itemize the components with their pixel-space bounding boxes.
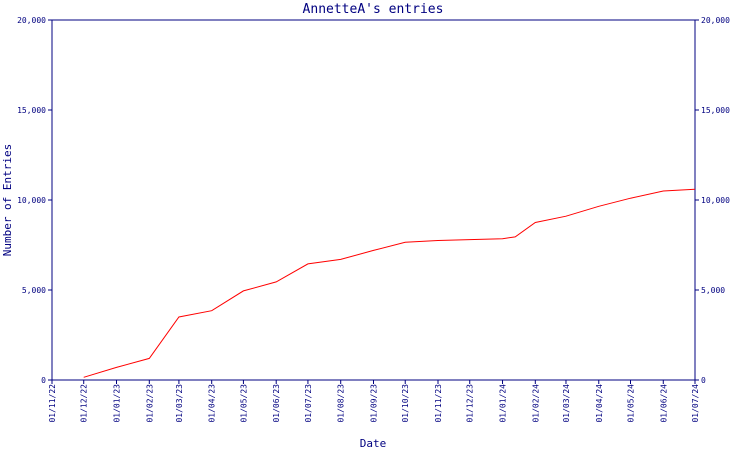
x-tick-label: 01/06/23 bbox=[272, 384, 281, 423]
y-axis-left: 0 5,000 10,000 15,000 20,000 bbox=[17, 16, 52, 385]
x-tick-label: 01/02/23 bbox=[145, 384, 154, 423]
x-tick-label: 01/10/23 bbox=[401, 384, 410, 423]
x-tick-label: 01/05/24 bbox=[626, 384, 635, 423]
x-tick-label: 01/02/24 bbox=[531, 384, 540, 423]
x-tick-label: 01/03/23 bbox=[175, 384, 184, 423]
x-tick-label: 01/04/23 bbox=[208, 384, 217, 423]
y-right-tick-label: 5,000 bbox=[701, 286, 725, 295]
y-axis-title: Number of Entries bbox=[1, 144, 14, 257]
y-left-tick-label: 5,000 bbox=[22, 286, 46, 295]
x-tick-label: 01/03/24 bbox=[562, 384, 571, 423]
series-layer bbox=[83, 188, 696, 378]
x-tick-label: 01/01/24 bbox=[499, 384, 508, 423]
x-tick-label: 01/07/24 bbox=[691, 384, 700, 423]
y-left-tick-label: 0 bbox=[41, 376, 46, 385]
y-right-tick-label: 10,000 bbox=[701, 196, 730, 205]
x-axis-title: Date bbox=[360, 437, 387, 450]
x-tick-label: 01/01/23 bbox=[113, 384, 122, 423]
x-tick-label: 01/06/24 bbox=[659, 384, 668, 423]
axes bbox=[51, 19, 696, 381]
y-left-tick-label: 10,000 bbox=[17, 196, 46, 205]
y-right-tick-label: 20,000 bbox=[701, 16, 730, 25]
y-left-tick-label: 15,000 bbox=[17, 106, 46, 115]
y-axis-right: 0 5,000 10,000 15,000 20,000 bbox=[695, 16, 730, 385]
x-tick-label: 01/05/23 bbox=[239, 384, 248, 423]
chart-title: AnnetteA's entries bbox=[303, 2, 444, 17]
x-tick-label: 01/08/23 bbox=[337, 384, 346, 423]
y-right-tick-label: 0 bbox=[701, 376, 706, 385]
y-right-tick-label: 15,000 bbox=[701, 106, 730, 115]
x-tick-label: 01/11/23 bbox=[434, 384, 443, 423]
x-tick-label: 01/07/23 bbox=[304, 384, 313, 423]
x-tick-label: 01/04/24 bbox=[595, 384, 604, 423]
x-axis: 01/11/22 01/12/22 01/01/23 01/02/23 01/03/23… bbox=[48, 380, 700, 423]
entries-series-line bbox=[83, 188, 696, 378]
x-tick-label: 01/09/23 bbox=[370, 384, 379, 423]
x-tick-label: 01/12/22 bbox=[80, 384, 89, 423]
x-tick-label: 01/12/23 bbox=[466, 384, 475, 423]
plot-frame bbox=[51, 19, 696, 381]
x-tick-label: 01/11/22 bbox=[48, 384, 57, 423]
y-left-tick-label: 20,000 bbox=[17, 16, 46, 25]
